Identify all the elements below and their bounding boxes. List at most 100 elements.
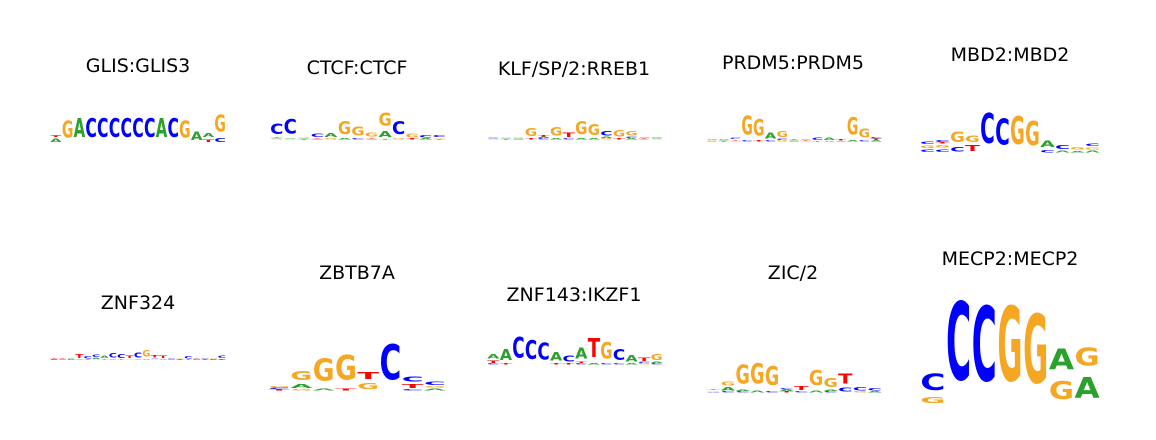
logo-letter-G: G bbox=[487, 139, 499, 140]
logo-letter-A: A bbox=[1085, 150, 1100, 153]
logo-letter-T: T bbox=[84, 359, 92, 360]
logo-letter-T: T bbox=[718, 141, 731, 142]
logo-letter-G: G bbox=[284, 139, 297, 140]
logo-letter-C: C bbox=[433, 135, 446, 138]
logo-letter-G: G bbox=[550, 126, 562, 139]
logo-letter-A: A bbox=[625, 354, 637, 364]
logo-letter-C: C bbox=[835, 141, 847, 142]
logo-letter-A: A bbox=[638, 139, 651, 140]
logo-letter-C: C bbox=[214, 137, 225, 143]
logo-letter-G: G bbox=[433, 138, 446, 139]
logo-letter-G: G bbox=[290, 390, 312, 392]
logo-letter-C: C bbox=[109, 353, 118, 360]
logo-letter-G: G bbox=[179, 117, 190, 144]
logo-letter-C: C bbox=[402, 375, 424, 383]
logo-letter-G: G bbox=[950, 129, 965, 146]
logo-letter-A: A bbox=[487, 137, 500, 138]
logo-letter-G: G bbox=[965, 134, 980, 144]
logo-letter-G: G bbox=[126, 359, 134, 360]
logo-letter-G: G bbox=[525, 127, 537, 139]
logo-letter-C: C bbox=[741, 141, 752, 142]
logo-letter-T: T bbox=[730, 140, 743, 141]
logo-letter-T: T bbox=[638, 138, 651, 139]
logo-letter-A: A bbox=[284, 138, 298, 139]
logo-letter-G: G bbox=[1023, 295, 1048, 405]
logo-letter-T: T bbox=[835, 139, 848, 141]
logo-letter-A: A bbox=[500, 345, 513, 364]
logo-letter-T: T bbox=[184, 359, 192, 360]
logo-letter-A: A bbox=[735, 390, 751, 392]
logo-letter-T: T bbox=[433, 139, 447, 140]
logo-letter-C: C bbox=[512, 139, 524, 140]
logo-letter-C: C bbox=[193, 359, 201, 360]
logo-letter-T: T bbox=[563, 364, 576, 366]
logo-letter-A: A bbox=[800, 138, 813, 139]
logo-letter-C: C bbox=[512, 333, 524, 366]
logo-letter-C: C bbox=[563, 139, 575, 141]
logo-letter-A: A bbox=[209, 359, 217, 360]
logo-letter-A: A bbox=[487, 353, 500, 360]
logo-letter-T: T bbox=[613, 139, 626, 141]
logo-letter-C: C bbox=[823, 141, 835, 142]
logo-letter-G: G bbox=[859, 127, 870, 141]
logo-letter-A: A bbox=[311, 139, 325, 140]
logo-letter-A: A bbox=[721, 387, 736, 392]
logo-letter-G: G bbox=[997, 286, 1022, 405]
logo-letter-A: A bbox=[1040, 139, 1055, 150]
logo-letter-A: A bbox=[823, 390, 839, 392]
logo-letter-C: C bbox=[995, 111, 1010, 153]
logo-letter-C: C bbox=[730, 138, 742, 140]
logo-letter-C: C bbox=[487, 138, 499, 139]
logo-letter-C: C bbox=[777, 139, 788, 140]
logo-letter-T: T bbox=[176, 359, 184, 360]
logo-letter-C: C bbox=[121, 114, 132, 144]
logo-letter-A: A bbox=[203, 132, 215, 139]
logo-letter-A: A bbox=[823, 137, 835, 141]
logo-letter-A: A bbox=[1075, 373, 1100, 406]
logo-letter-T: T bbox=[335, 388, 358, 391]
logo-letter-C: C bbox=[935, 140, 950, 143]
logo-letter-G: G bbox=[935, 144, 950, 148]
logo-letter-T: T bbox=[311, 138, 325, 139]
logo-letter-A: A bbox=[313, 388, 336, 391]
logo-letter-T: T bbox=[965, 144, 980, 153]
logo-letter-A: A bbox=[324, 132, 337, 139]
logo-letter-A: A bbox=[550, 351, 563, 364]
logo-letter-A: A bbox=[788, 140, 801, 141]
logo-letter-G: G bbox=[823, 375, 837, 390]
logo-letter-G: G bbox=[92, 359, 100, 360]
logo-letter-G: G bbox=[313, 353, 335, 388]
logo-letter-G: G bbox=[167, 359, 175, 360]
logo-letter-T: T bbox=[753, 141, 766, 143]
logo-letter-C: C bbox=[144, 114, 155, 144]
logo-letter-A: A bbox=[625, 139, 638, 140]
logo-letter-G: G bbox=[1049, 376, 1074, 405]
logo-letter-C: C bbox=[97, 114, 108, 144]
logo-letter-C: C bbox=[67, 359, 75, 360]
logo-letter-T: T bbox=[270, 137, 284, 138]
logo-letter-G: G bbox=[209, 358, 217, 359]
logo-letter-G: G bbox=[651, 139, 663, 140]
logo-letter-T: T bbox=[779, 391, 795, 393]
logo-letter-G: G bbox=[920, 396, 945, 405]
logo-letter-A: A bbox=[847, 141, 860, 142]
logo-letter-T: T bbox=[794, 385, 809, 391]
logo-letter-C: C bbox=[613, 345, 625, 363]
logo-letter-T: T bbox=[812, 141, 825, 142]
logo-letter-T: T bbox=[50, 358, 58, 359]
logo-letter-A: A bbox=[537, 137, 550, 138]
motif-logo-3: KLF/SP/2:RREB1GCATAGCAGTGCATAGCTAGAGGACT… bbox=[487, 58, 663, 140]
logo-letter-G: G bbox=[809, 367, 823, 391]
logo-letter-G: G bbox=[730, 141, 742, 142]
logo-letter-A: A bbox=[297, 138, 311, 139]
logo-letter-G: G bbox=[588, 121, 600, 139]
logo-letter-C: C bbox=[920, 149, 935, 153]
logo-letter-T: T bbox=[500, 364, 513, 366]
logo-letter-A: A bbox=[191, 131, 203, 144]
logo-letter-A: A bbox=[600, 137, 613, 138]
logo-letter-C: C bbox=[935, 149, 950, 153]
motif-title: ZBTB7A bbox=[319, 262, 395, 284]
logo-letter-T: T bbox=[788, 138, 801, 139]
